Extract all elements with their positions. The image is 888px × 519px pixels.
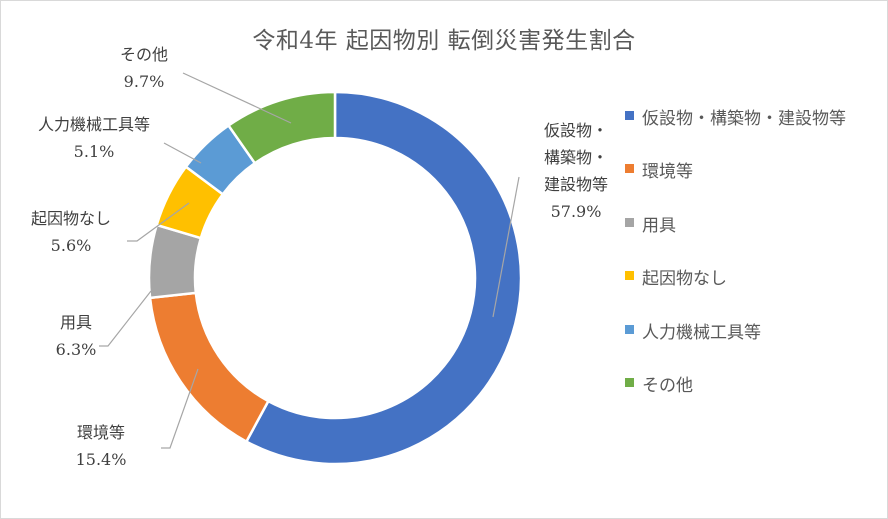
slice-data-label: 起因物なし 5.6% xyxy=(31,209,111,255)
legend-swatch xyxy=(625,377,634,387)
legend-label: 人力機械工具等 xyxy=(642,322,761,343)
donut-slice xyxy=(244,90,523,466)
slice-data-label: その他 9.7% xyxy=(120,45,168,91)
slice-data-label: 人力機械工具等 5.1% xyxy=(38,115,150,161)
slice-name-label: 構築物・ xyxy=(544,148,608,167)
legend-label: 環境等 xyxy=(642,162,693,183)
legend-label: 用具 xyxy=(642,215,676,236)
legend-swatch xyxy=(625,271,634,281)
leader-line xyxy=(99,290,152,347)
slice-name-label: 起因物なし xyxy=(31,209,111,228)
slice-name-label: 人力機械工具等 xyxy=(38,115,150,134)
legend-item: 環境等 xyxy=(605,157,846,210)
slice-value-label: 15.4% xyxy=(76,450,127,469)
slice-name-label: 仮設物・ xyxy=(544,121,608,140)
chart-title: 令和4年 起因物別 転倒災害発生割合 xyxy=(252,28,636,54)
legend-swatch xyxy=(625,324,634,334)
slice-value-label: 5.1% xyxy=(74,142,115,161)
leader-line xyxy=(163,142,202,164)
slice-name-label: 建設物等 xyxy=(544,175,608,194)
legend-item: 仮設物・構築物・建設物等 xyxy=(605,104,846,157)
slice-data-label: 仮設物・構築物・建設物等 57.9% xyxy=(544,121,608,221)
legend-swatch xyxy=(625,111,634,120)
slice-name-label: 用具 xyxy=(60,313,92,332)
leader-line xyxy=(492,176,520,318)
slice-value-label: 5.6% xyxy=(51,236,92,255)
legend-label: 起因物なし xyxy=(642,269,727,290)
slice-value-label: 57.9% xyxy=(551,202,602,221)
legend-swatch xyxy=(625,164,634,174)
slice-data-label: 環境等 15.4% xyxy=(76,423,127,469)
leader-line xyxy=(182,72,292,124)
leader-line xyxy=(161,368,199,449)
legend-label: その他 xyxy=(642,375,693,396)
legend-item: その他 xyxy=(605,371,846,424)
slice-name-label: 環境等 xyxy=(77,423,125,442)
legend-swatch xyxy=(625,217,634,227)
slice-data-label: 用具 6.3% xyxy=(56,313,97,359)
slice-name-label: その他 xyxy=(120,45,168,64)
slice-value-label: 9.7% xyxy=(124,72,165,91)
legend-item: 起因物なし xyxy=(605,264,846,317)
legend-item: 用具 xyxy=(605,211,846,264)
legend-label: 仮設物・構築物・建設物等 xyxy=(642,109,846,129)
chart-legend: 仮設物・構築物・建設物等 環境等 用具 起因物なし 人力機械工具等 その他 xyxy=(605,104,846,424)
leader-line xyxy=(127,202,190,242)
slice-value-label: 6.3% xyxy=(56,340,97,359)
legend-item: 人力機械工具等 xyxy=(605,318,846,371)
donut-slice xyxy=(148,291,271,444)
